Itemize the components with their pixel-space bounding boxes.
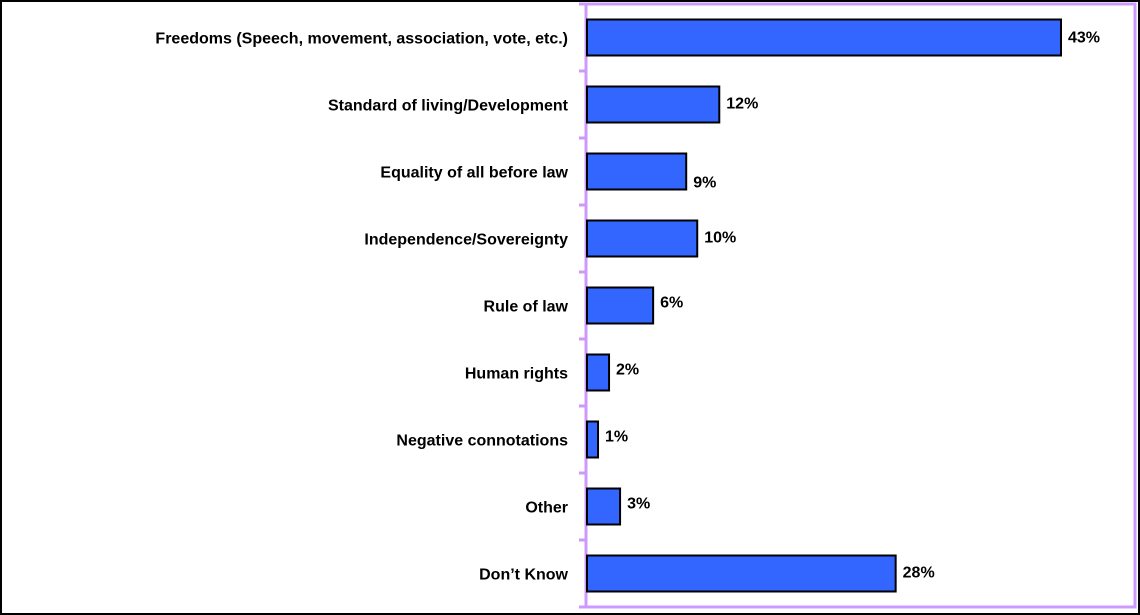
value-label: 28% [903, 565, 935, 582]
category-label: Negative connotations [396, 433, 568, 450]
value-label: 3% [627, 496, 650, 513]
bar [586, 286, 655, 325]
category-label: Rule of law [484, 299, 569, 316]
value-label: 6% [660, 295, 683, 312]
category-label: Freedoms (Speech, movement, association,… [155, 31, 568, 48]
value-label: 1% [605, 429, 628, 446]
category-label: Other [525, 500, 568, 517]
bar [586, 219, 699, 258]
value-label: 9% [693, 175, 716, 192]
category-label: Human rights [465, 366, 568, 383]
value-label: 43% [1068, 30, 1100, 47]
value-label: 12% [726, 96, 758, 113]
category-label: Don’t Know [479, 567, 568, 584]
category-label: Equality of all before law [380, 165, 568, 182]
category-label: Standard of living/Development [328, 98, 569, 115]
value-label: 2% [616, 362, 639, 379]
bar [586, 152, 688, 191]
bar [586, 85, 721, 124]
bar [586, 554, 897, 593]
bar [586, 353, 611, 392]
bar [586, 487, 622, 526]
category-label: Independence/Sovereignty [364, 232, 568, 249]
bar [586, 420, 600, 459]
bar [586, 18, 1062, 57]
value-label: 10% [704, 230, 736, 247]
